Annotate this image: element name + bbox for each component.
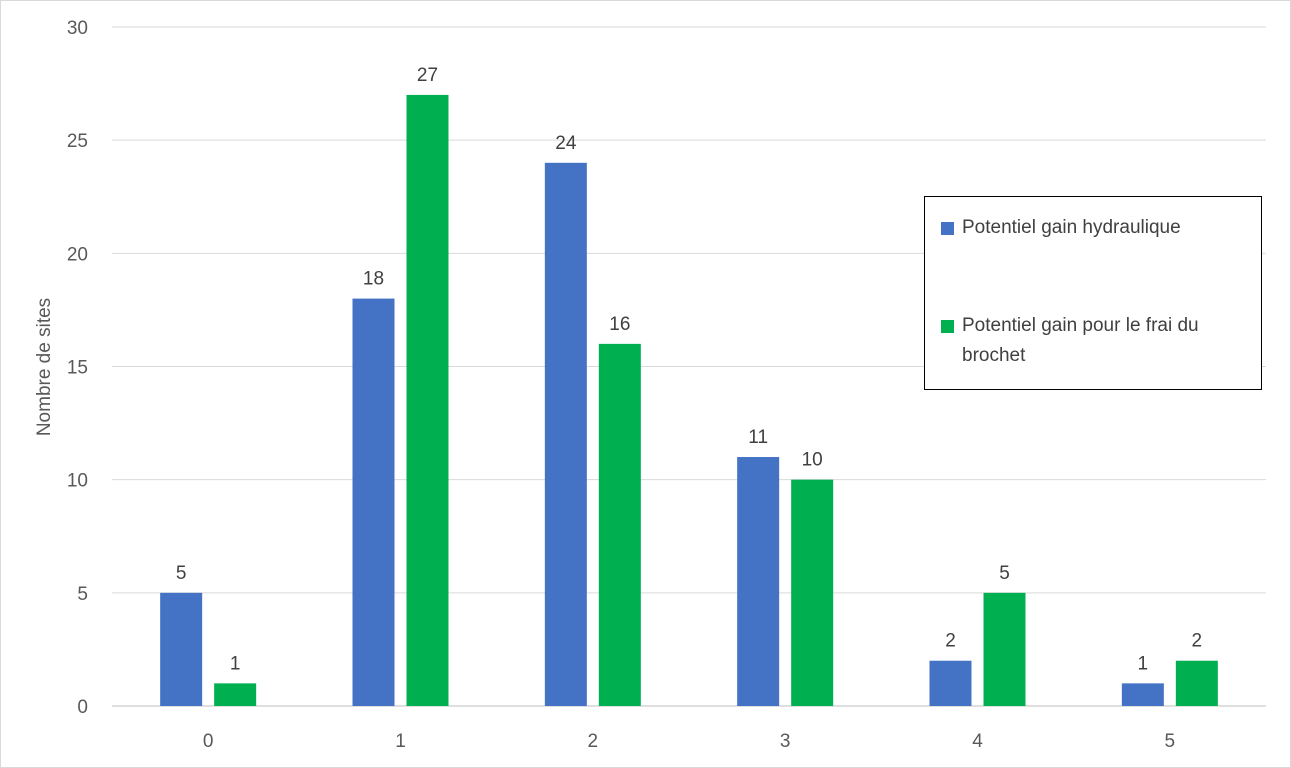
- x-tick-label: 2: [588, 731, 599, 752]
- bar-series-1-cat-0: [214, 683, 257, 706]
- bar-series-1-cat-2: [598, 343, 641, 706]
- data-label-series-1-cat-3: 10: [802, 450, 823, 471]
- data-label-series-1-cat-5: 2: [1192, 631, 1203, 652]
- data-label-series-1-cat-1: 27: [417, 65, 438, 86]
- x-tick-label: 4: [972, 731, 983, 752]
- bar-series-0-cat-0: [160, 592, 203, 706]
- x-tick-label: 5: [1165, 731, 1176, 752]
- bar-series-0-cat-1: [352, 298, 395, 706]
- data-label-series-1-cat-4: 5: [999, 563, 1010, 584]
- y-tick-label: 10: [67, 471, 88, 492]
- data-label-series-0-cat-4: 2: [945, 631, 956, 652]
- bar-series-1-cat-1: [406, 94, 449, 706]
- y-tick-label: 5: [77, 584, 88, 605]
- x-axis-ticks: 0 1 2 3 4 5: [203, 731, 1175, 752]
- x-tick-label: 0: [203, 731, 214, 752]
- data-labels: 5 1 18 27 24 16 11 10 2 5 1 2: [176, 65, 1202, 674]
- data-label-series-0-cat-5: 1: [1138, 653, 1149, 674]
- data-label-series-1-cat-0: 1: [230, 653, 241, 674]
- x-tick-label: 3: [780, 731, 791, 752]
- bar-series-1-cat-4: [983, 592, 1026, 706]
- gridlines: [112, 26, 1266, 707]
- y-tick-label: 0: [77, 697, 88, 718]
- bar-series-0-cat-3: [737, 457, 780, 706]
- bar-series-1-cat-5: [1175, 660, 1218, 706]
- y-axis-ticks: 0 5 10 15 20 25 30: [67, 18, 88, 718]
- legend-label-hydraulique: Potentiel gain hydraulique: [962, 217, 1181, 238]
- data-label-series-1-cat-2: 16: [609, 314, 630, 335]
- bar-series-0-cat-4: [929, 660, 972, 706]
- bar-series-1-cat-3: [791, 479, 834, 706]
- bar-series-0-cat-2: [544, 162, 587, 707]
- data-label-series-0-cat-2: 24: [555, 133, 577, 154]
- legend-swatch-hydraulique: [941, 222, 954, 235]
- y-tick-label: 15: [67, 358, 88, 379]
- legend-entry-brochet: Potentiel gain pour le frai du brochet: [941, 311, 1253, 371]
- y-axis-title: Nombre de sites: [34, 298, 55, 436]
- bars: [160, 94, 1218, 707]
- bar-series-0-cat-5: [1121, 683, 1164, 706]
- x-tick-label: 1: [395, 731, 406, 752]
- legend-label-brochet: Potentiel gain pour le frai du brochet: [962, 315, 1199, 366]
- y-tick-label: 25: [67, 131, 88, 152]
- data-label-series-0-cat-1: 18: [363, 269, 384, 290]
- legend: Potentiel gain hydraulique Potentiel gai…: [924, 196, 1262, 390]
- y-tick-label: 30: [67, 18, 88, 39]
- data-label-series-0-cat-0: 5: [176, 563, 187, 584]
- legend-entry-hydraulique: Potentiel gain hydraulique: [941, 213, 1253, 243]
- legend-swatch-brochet: [941, 320, 954, 333]
- y-tick-label: 20: [67, 244, 88, 265]
- data-label-series-0-cat-3: 11: [748, 427, 768, 448]
